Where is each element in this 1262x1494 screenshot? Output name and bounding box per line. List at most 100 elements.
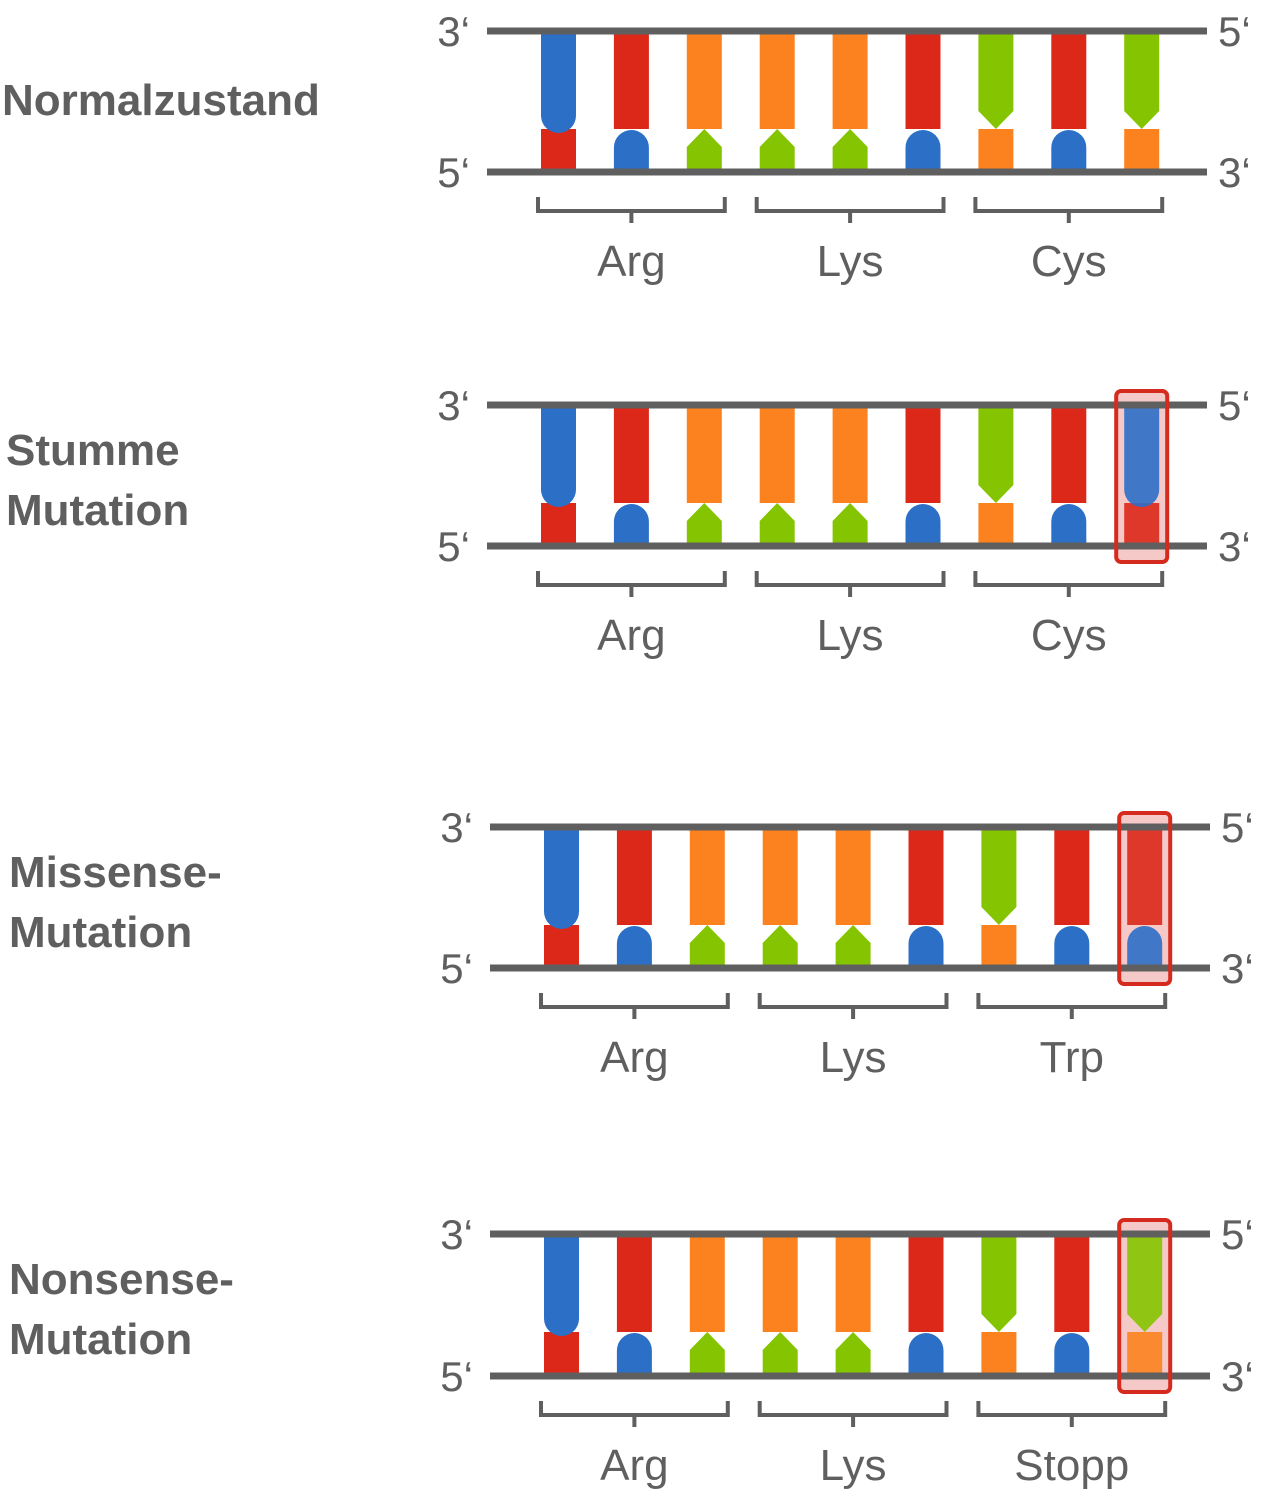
nucleotide-cytosine — [981, 925, 1017, 968]
base-pair — [908, 827, 944, 968]
end-label-bottom-left: 5‘ — [440, 1353, 473, 1400]
base-pair — [1124, 31, 1160, 172]
codon-bracket-line — [754, 197, 946, 223]
codon-bracket-line — [539, 993, 730, 1019]
nucleotide-guanine — [978, 405, 1014, 503]
base-pair — [689, 1234, 725, 1376]
amino-acid-label: Arg — [597, 611, 665, 660]
codon-bracket: Arg — [539, 1401, 730, 1490]
base-pair — [978, 405, 1014, 546]
base-pair — [616, 1234, 652, 1376]
nucleotide-cytosine — [835, 827, 871, 925]
amino-acid-label: Arg — [600, 1441, 668, 1490]
nucleotide-adenine — [541, 405, 576, 507]
base-pair — [759, 405, 795, 546]
base-pair — [616, 827, 652, 968]
nucleotide-cytosine — [835, 1234, 871, 1332]
mutation-highlight-border — [1117, 811, 1173, 986]
nucleotide-thymine — [1051, 31, 1087, 129]
end-label-bottom-right: 3‘ — [1221, 945, 1254, 992]
codon-bracket: Lys — [757, 1401, 949, 1490]
nucleotide-adenine — [544, 827, 579, 930]
panel-4: Nonsense- Mutation 3‘ 5‘ 5‘ 3‘ Arg Lys Stopp — [9, 1211, 1254, 1490]
base-pair — [835, 827, 871, 968]
end-label-top-right: 5‘ — [1218, 382, 1251, 429]
nucleotide-thymine — [908, 1234, 944, 1332]
nucleotide-guanine — [981, 1234, 1017, 1332]
base-pair — [544, 827, 579, 968]
nucleotide-thymine — [616, 1234, 652, 1332]
nucleotide-guanine — [689, 925, 725, 968]
panel-title: Nonsense- — [9, 1255, 234, 1304]
nucleotide-cytosine — [686, 405, 722, 503]
codon-bracket: Stopp — [976, 1401, 1168, 1490]
nucleotide-adenine — [613, 130, 649, 172]
base-pair — [905, 31, 941, 172]
nucleotide-adenine — [544, 1234, 579, 1336]
panel-1: Normalzustand 3‘ 5‘ 5‘ 3‘ Arg Lys Cys — [2, 8, 1251, 286]
nucleotide-cytosine — [978, 503, 1014, 546]
codon-bracket: Arg — [536, 571, 727, 660]
codon-bracket-line — [757, 993, 949, 1019]
mutation-highlight-border — [1114, 389, 1170, 564]
base-pair — [686, 31, 722, 172]
nucleotide-cytosine — [689, 827, 725, 925]
codon-bracket-line — [536, 197, 727, 223]
nucleotide-adenine — [905, 130, 941, 172]
amino-acid-label: Arg — [597, 237, 665, 286]
codon-bracket: Arg — [539, 993, 730, 1082]
end-label-top-right: 5‘ — [1221, 804, 1254, 851]
amino-acid-label: Lys — [820, 1033, 887, 1082]
base-pair — [762, 1234, 798, 1376]
base-pair — [1127, 1234, 1163, 1376]
nucleotide-adenine — [1124, 405, 1160, 507]
base-pair — [981, 827, 1017, 968]
nucleotide-adenine — [541, 31, 576, 133]
nucleotide-guanine — [762, 1332, 798, 1376]
nucleotide-adenine — [905, 504, 941, 546]
panel-title: Mutation — [6, 486, 189, 535]
base-pair — [981, 1234, 1017, 1376]
base-pair — [541, 405, 576, 546]
nucleotide-cytosine — [1127, 1332, 1163, 1376]
codon-bracket-line — [976, 1401, 1168, 1427]
nucleotide-cytosine — [1124, 129, 1160, 172]
nucleotide-guanine — [835, 925, 871, 968]
codon-bracket: Lys — [754, 197, 946, 286]
base-pair — [759, 31, 795, 172]
codon-bracket-line — [973, 197, 1165, 223]
nucleotide-thymine — [1124, 503, 1160, 546]
panel-title: Normalzustand — [2, 76, 320, 125]
codon-bracket: Trp — [976, 993, 1168, 1082]
nucleotide-thymine — [613, 31, 649, 129]
codon-bracket-line — [976, 993, 1168, 1019]
nucleotide-thymine — [1127, 827, 1163, 925]
base-pair — [978, 31, 1014, 172]
amino-acid-label: Lys — [817, 237, 884, 286]
nucleotide-cytosine — [762, 827, 798, 925]
nucleotide-thymine — [905, 31, 941, 129]
nucleotide-guanine — [759, 129, 795, 172]
base-pair — [1054, 827, 1090, 968]
nucleotide-cytosine — [759, 405, 795, 503]
end-label-bottom-left: 5‘ — [437, 523, 470, 570]
base-pair — [1054, 1234, 1090, 1376]
panel-title: Mutation — [9, 908, 192, 957]
amino-acid-label: Stopp — [1014, 1441, 1129, 1490]
nucleotide-adenine — [613, 504, 649, 546]
nucleotide-adenine — [1054, 1333, 1090, 1376]
nucleotide-adenine — [616, 926, 652, 968]
base-pair — [613, 405, 649, 546]
base-pair — [1051, 405, 1087, 546]
nucleotide-cytosine — [978, 129, 1014, 172]
end-label-top-right: 5‘ — [1218, 8, 1251, 55]
base-pair — [835, 1234, 871, 1376]
nucleotide-thymine — [1051, 405, 1087, 503]
nucleotide-cytosine — [762, 1234, 798, 1332]
base-pair — [762, 827, 798, 968]
nucleotide-thymine — [908, 827, 944, 925]
nucleotide-cytosine — [689, 1234, 725, 1332]
mutation-highlight-border — [1117, 1218, 1173, 1394]
panel-3: Missense- Mutation 3‘ 5‘ 5‘ 3‘ Arg Lys Trp — [9, 804, 1254, 1082]
nucleotide-adenine — [1051, 130, 1087, 172]
